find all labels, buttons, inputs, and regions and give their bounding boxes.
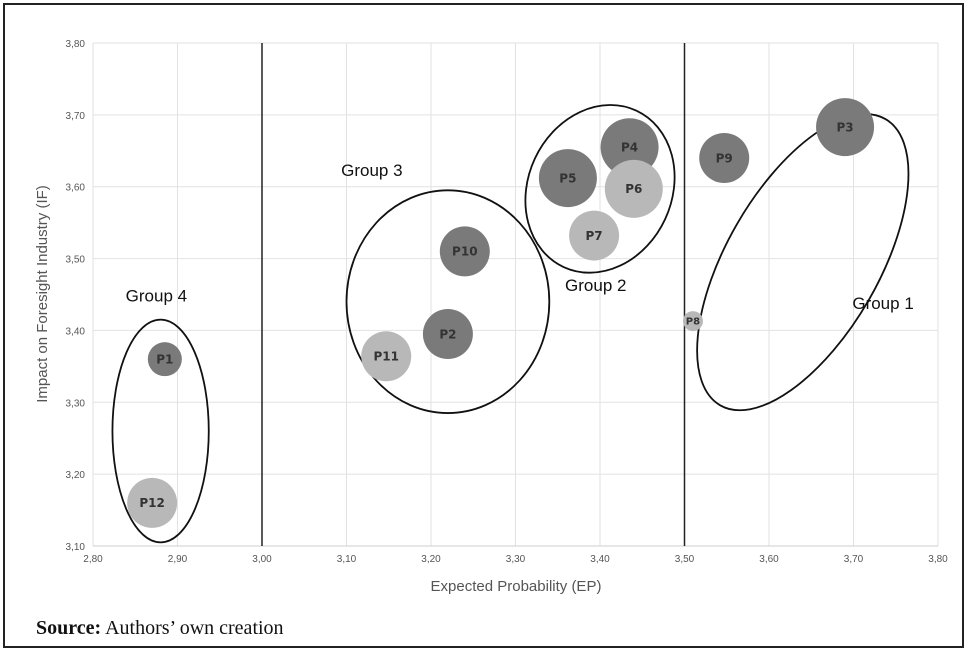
bubble-label: P9 [716, 151, 733, 165]
bubble [569, 210, 620, 261]
bubble [604, 159, 663, 218]
y-tick-label: 3,40 [66, 326, 86, 337]
bubble-label: P4 [621, 141, 638, 155]
x-tick-label: 3,10 [337, 554, 357, 565]
y-tick-label: 3,50 [66, 255, 86, 266]
figure-frame [3, 3, 964, 648]
source-caption: Source: Authors’ own creation [36, 617, 284, 640]
bubble [439, 226, 490, 277]
bubble [147, 342, 182, 377]
bubble [699, 132, 750, 183]
bubble [816, 98, 875, 157]
bubble [600, 118, 659, 177]
y-tick-label: 3,30 [66, 398, 86, 409]
bubble [538, 149, 597, 208]
bubble-label: P5 [559, 171, 576, 185]
bubble [361, 331, 412, 382]
x-tick-label: 2,80 [83, 554, 103, 565]
bubble [682, 311, 703, 332]
group-ellipse [111, 318, 210, 544]
data-points: P1 P2 P3 P4 P5 P6 P7 P8 P9 P10 P11 P12 [127, 98, 875, 528]
bubble [422, 309, 473, 360]
bubble-label: P1 [156, 352, 173, 366]
x-tick-label: 3,40 [590, 554, 610, 565]
bubble [127, 477, 178, 528]
bubble-label: P2 [439, 327, 456, 341]
group-ellipses: Group 1 Group 2 Group 3 Group 4 [111, 104, 914, 544]
tick-labels: 2,80 2,90 3,00 3,10 3,20 3,30 3,40 3,50 3,60 3,70… [66, 39, 949, 565]
group-label: Group 4 [126, 287, 187, 306]
group-label: Group 1 [852, 294, 913, 313]
x-tick-label: 3,60 [759, 554, 779, 565]
source-label: Source: [36, 617, 102, 639]
y-tick-label: 3,60 [66, 183, 86, 194]
grid [92, 42, 939, 547]
x-tick-label: 3,20 [421, 554, 441, 565]
group-ellipse [696, 113, 910, 412]
x-tick-label: 3,30 [506, 554, 526, 565]
group-ellipse [524, 104, 676, 274]
group-label: Group 3 [341, 161, 402, 180]
bubble-label: P6 [625, 182, 642, 196]
bubble-label: P10 [452, 245, 478, 259]
group-ellipse [345, 189, 551, 414]
bubble-label: P8 [686, 317, 700, 328]
bubble-label: P3 [836, 120, 853, 134]
x-tick-label: 3,70 [844, 554, 864, 565]
threshold-lines [261, 43, 686, 546]
x-tick-label: 3,00 [252, 554, 272, 565]
x-tick-label: 2,90 [168, 554, 188, 565]
y-tick-label: 3,80 [66, 39, 86, 50]
source-text: Authors’ own creation [101, 617, 284, 639]
group-label: Group 2 [565, 276, 626, 295]
bubble-label: P12 [139, 496, 165, 510]
y-tick-label: 3,20 [66, 470, 86, 481]
bubble-label: P11 [373, 350, 399, 364]
bubble-label: P7 [586, 229, 603, 243]
x-tick-label: 3,50 [675, 554, 695, 565]
y-tick-label: 3,10 [66, 542, 86, 553]
y-tick-label: 3,70 [66, 111, 86, 122]
scatter-chart: 2,80 2,90 3,00 3,10 3,20 3,30 3,40 3,50 3,60 3,70… [34, 39, 949, 595]
x-axis-label: Expected Probability (EP) [431, 578, 602, 595]
y-axis-label: Impact on Foresight Industry (IF) [34, 185, 51, 403]
x-tick-label: 3,80 [928, 554, 948, 565]
